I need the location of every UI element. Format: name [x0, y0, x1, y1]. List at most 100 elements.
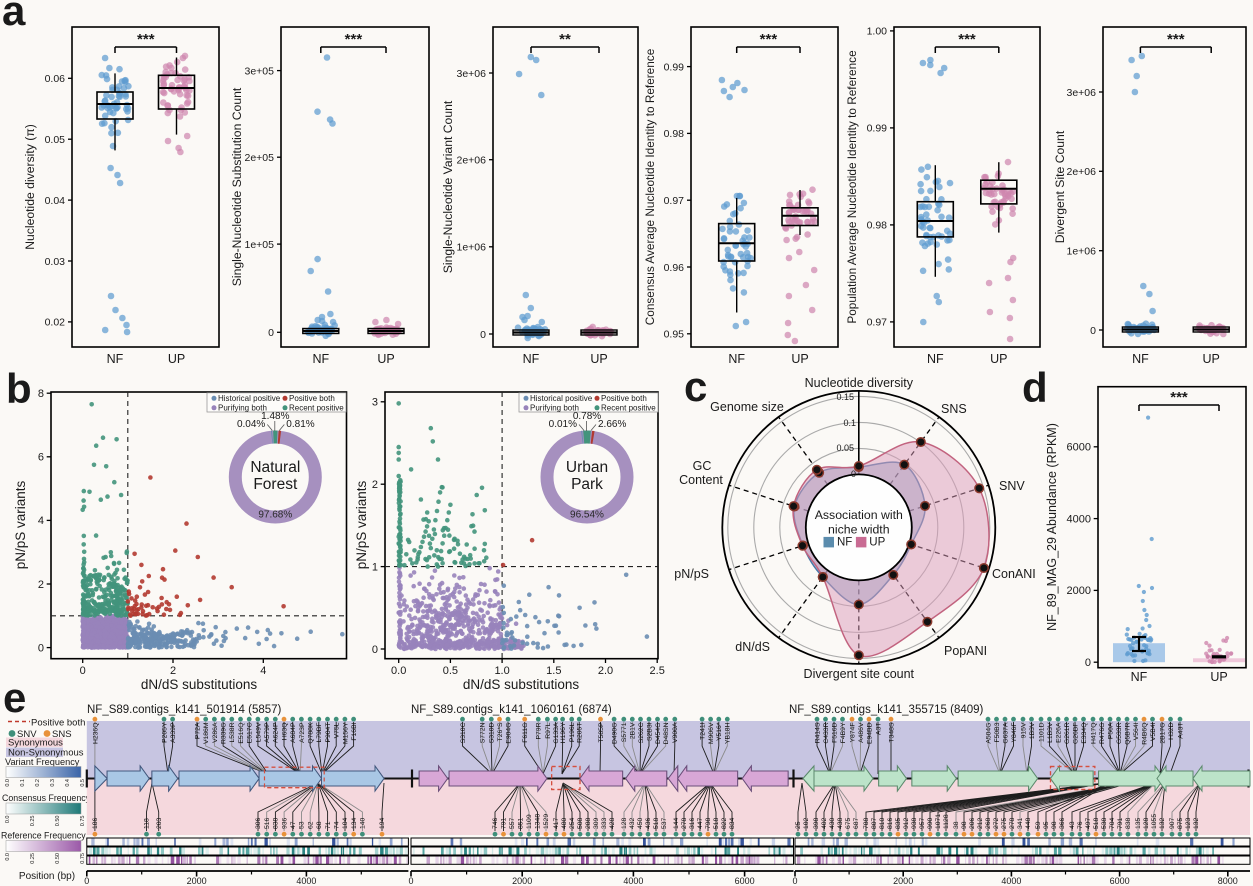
- svg-text:G637A: G637A: [1002, 722, 1009, 744]
- svg-text:275: 275: [1001, 817, 1008, 829]
- svg-text:333: 333: [601, 817, 608, 829]
- svg-text:206: 206: [969, 817, 976, 829]
- svg-text:8: 8: [38, 388, 44, 400]
- svg-text:272: 272: [993, 817, 1000, 829]
- svg-text:Reference Frequency: Reference Frequency: [1, 831, 86, 841]
- svg-text:144: 144: [673, 817, 680, 829]
- svg-text:H196Y: H196Y: [560, 722, 567, 743]
- svg-text:68: 68: [316, 821, 323, 829]
- svg-text:Urban: Urban: [566, 459, 608, 476]
- svg-text:838: 838: [273, 817, 280, 829]
- svg-text:UP: UP: [1203, 352, 1220, 366]
- svg-text:746: 746: [492, 817, 499, 829]
- svg-text:D454G: D454G: [655, 723, 662, 745]
- svg-text:0.50: 0.50: [55, 853, 61, 864]
- svg-text:128: 128: [621, 817, 628, 829]
- svg-text:915V: 915V: [1020, 722, 1027, 738]
- svg-text:2e+06: 2e+06: [1067, 166, 1097, 178]
- svg-text:186: 186: [92, 817, 99, 829]
- svg-text:203: 203: [156, 817, 163, 829]
- svg-text:NF: NF: [927, 352, 944, 366]
- svg-text:Positive both: Positive both: [289, 394, 335, 403]
- svg-text:430: 430: [829, 817, 836, 829]
- svg-text:6000: 6000: [735, 876, 755, 886]
- svg-text:0.03: 0.03: [45, 256, 66, 268]
- svg-text:0.0: 0.0: [5, 779, 11, 787]
- svg-text:1109: 1109: [526, 814, 533, 829]
- svg-text:436: 436: [645, 817, 652, 829]
- svg-text:497: 497: [1085, 817, 1092, 829]
- svg-text:F611G: F611G: [522, 723, 529, 743]
- svg-text:T348S: T348S: [888, 722, 895, 742]
- svg-text:***: ***: [1167, 31, 1185, 48]
- svg-text:508: 508: [577, 817, 584, 829]
- svg-text:810: 810: [879, 817, 886, 829]
- svg-text:d: d: [1022, 364, 1048, 411]
- svg-text:798: 798: [705, 817, 712, 829]
- svg-text:Consensus Frequency: Consensus Frequency: [2, 793, 91, 803]
- svg-text:M906V: M906V: [708, 722, 715, 744]
- svg-text:791: 791: [1117, 817, 1124, 829]
- svg-text:2e+06: 2e+06: [457, 155, 487, 167]
- svg-text:309: 309: [593, 817, 600, 829]
- svg-text:0.1: 0.1: [20, 779, 26, 787]
- svg-text:2000: 2000: [1067, 585, 1091, 597]
- svg-text:E517C: E517C: [247, 722, 254, 743]
- svg-text:Y874F: Y874F: [849, 723, 856, 743]
- svg-text:V286A: V286A: [212, 722, 219, 743]
- svg-text:0.25: 0.25: [30, 853, 36, 864]
- svg-text:Association with: Association with: [815, 508, 903, 522]
- svg-text:74: 74: [334, 821, 341, 829]
- svg-text:907: 907: [1169, 817, 1176, 829]
- svg-text:1.0: 1.0: [494, 665, 509, 677]
- svg-text:NF: NF: [837, 537, 852, 549]
- svg-text:0: 0: [268, 327, 274, 339]
- svg-text:R97L: R97L: [545, 722, 552, 738]
- svg-text:936: 936: [281, 817, 288, 829]
- svg-text:0.95: 0.95: [664, 329, 685, 341]
- svg-text:6000: 6000: [1067, 442, 1091, 454]
- svg-text:3e+06: 3e+06: [457, 68, 487, 80]
- svg-text:YB18H: YB18H: [725, 722, 732, 744]
- svg-text:450: 450: [637, 817, 644, 829]
- svg-text:834: 834: [729, 817, 736, 829]
- svg-text:938: 938: [911, 817, 918, 829]
- svg-text:704: 704: [1109, 817, 1116, 829]
- svg-text:NF: NF: [523, 352, 540, 366]
- svg-text:0.2: 0.2: [35, 779, 41, 787]
- svg-text:0.05: 0.05: [45, 134, 66, 146]
- svg-text:P205Y: P205Y: [161, 722, 168, 743]
- svg-text:a: a: [2, 0, 26, 34]
- svg-text:Q5B7R: Q5B7R: [1124, 722, 1131, 744]
- svg-text:A684P: A684P: [290, 722, 297, 743]
- svg-text:1.5: 1.5: [546, 665, 561, 677]
- svg-text:0.75: 0.75: [80, 816, 86, 827]
- svg-text:6000: 6000: [1110, 876, 1130, 886]
- svg-text:1128: 1128: [943, 814, 950, 829]
- svg-text:Single-Nucleotide Variant Coun: Single-Nucleotide Variant Count: [441, 100, 455, 273]
- svg-text:398: 398: [813, 817, 820, 829]
- svg-text:Nucleotide diversity: Nucleotide diversity: [805, 376, 914, 390]
- svg-text:59: 59: [1035, 821, 1042, 829]
- svg-text:0.0: 0.0: [391, 665, 406, 677]
- svg-text:E516Q: E516Q: [238, 723, 245, 744]
- svg-text:432: 432: [629, 817, 636, 829]
- svg-text:UP: UP: [168, 352, 185, 366]
- svg-text:341: 341: [1017, 817, 1024, 829]
- svg-text:1e+05: 1e+05: [245, 239, 275, 251]
- svg-text:Recent positive: Recent positive: [601, 404, 656, 413]
- svg-text:NF: NF: [1131, 670, 1148, 684]
- svg-text:417: 417: [553, 817, 560, 829]
- svg-text:pN/pS: pN/pS: [674, 567, 709, 581]
- svg-text:128: 128: [1143, 817, 1150, 829]
- svg-text:71: 71: [325, 821, 332, 829]
- svg-text:0.50: 0.50: [55, 816, 61, 827]
- svg-text:4000: 4000: [1067, 513, 1091, 525]
- svg-text:Purifying both: Purifying both: [530, 404, 579, 413]
- svg-text:43: 43: [1069, 821, 1076, 829]
- svg-text:Nucleotide diversity (π): Nucleotide diversity (π): [23, 124, 37, 250]
- svg-text:V564I: V564I: [1133, 722, 1140, 740]
- svg-text:3e+06: 3e+06: [1067, 87, 1097, 99]
- svg-text:***: ***: [958, 31, 976, 48]
- svg-text:788: 788: [863, 817, 870, 829]
